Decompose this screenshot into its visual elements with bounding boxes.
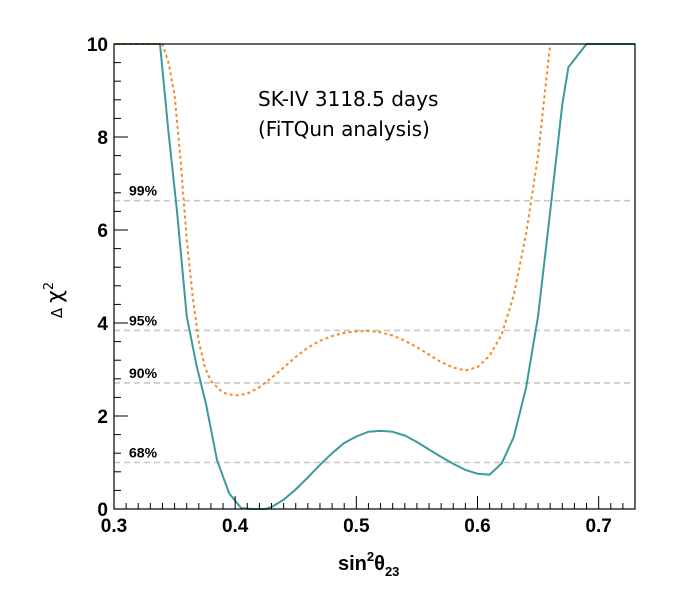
series-line-dashed [114, 43, 552, 397]
y-tick-label: 10 [87, 35, 108, 56]
cl-label-90: 90% [129, 365, 158, 381]
x-title-theta: θ [374, 553, 385, 575]
y-title-sup: 2 [42, 282, 57, 290]
plot-frame [113, 43, 636, 510]
annotation-line-1: SK-IV 3118.5 days [258, 87, 438, 111]
x-axis-ticks: 0.3 0.4 0.5 0.6 0.7 [101, 496, 636, 537]
plot-border [113, 43, 636, 510]
y-axis-title: Δχ2 [42, 282, 68, 318]
cl-label-99: 99% [129, 183, 158, 199]
x-title-sub: 23 [385, 564, 399, 579]
annotation-line-2: (FiTQun analysis) [258, 117, 430, 141]
cl-label-68: 68% [129, 445, 158, 461]
confidence-level-labels: 99% 95% 90% 68% [129, 183, 158, 461]
y-title-chi: χ [43, 290, 68, 303]
x-tick-label: 0.5 [343, 516, 370, 537]
series-line-solid [114, 43, 635, 510]
y-tick-label: 6 [97, 221, 108, 242]
annotation-text: SK-IV 3118.5 days (FiTQun analysis) [258, 87, 438, 141]
confidence-level-lines [114, 199, 635, 464]
x-title-sin: sin [338, 553, 367, 575]
x-tick-label: 0.3 [101, 516, 127, 537]
y-tick-label: 4 [97, 314, 108, 335]
y-axis-ticks: 0 2 4 6 8 10 [87, 35, 128, 521]
x-axis-title: sin2θ23 [338, 549, 399, 579]
y-tick-label: 8 [97, 128, 108, 149]
y-title-delta: Δ [48, 307, 66, 318]
cl-label-95: 95% [129, 312, 158, 328]
y-tick-label: 2 [97, 407, 108, 428]
x-tick-label: 0.4 [222, 516, 249, 537]
x-title-sup: 2 [367, 549, 374, 564]
chi-square-curves [114, 43, 635, 510]
x-tick-label: 0.7 [585, 516, 611, 537]
x-tick-label: 0.6 [464, 516, 490, 537]
y-tick-label: 0 [97, 500, 108, 521]
